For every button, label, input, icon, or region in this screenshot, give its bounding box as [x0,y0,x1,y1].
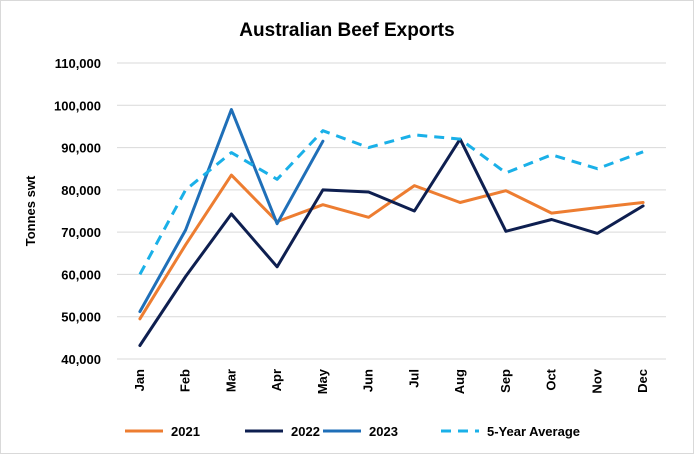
legend-label-2023: 2023 [369,424,398,439]
y-tick-labels: 40,000 50,000 60,000 70,000 80,000 90,000 100,… [54,56,101,367]
x-tick-label-mar: Mar [223,369,238,392]
x-tick-label-jul: Jul [406,369,421,388]
x-tick-label-jan: Jan [132,369,147,391]
chart-title: Australian Beef Exports [239,20,454,41]
x-tick-label-apr: Apr [269,369,284,391]
x-tick-label-may: May [315,368,330,394]
y-tick-label: 110,000 [55,56,101,71]
x-tick-label-sep: Sep [498,369,513,393]
y-tick-label: 90,000 [61,141,101,156]
series-line-5-year-average [138,129,644,276]
y-tick-label: 70,000 [61,225,101,240]
y-tick-label: 40,000 [61,352,101,367]
x-tick-label-jun: Jun [361,369,376,392]
y-tick-label: 60,000 [61,267,101,282]
x-tick-label-aug: Aug [452,369,467,394]
y-tick-label: 80,000 [61,183,101,198]
x-tick-label-nov: Nov [589,368,604,393]
series-line-2022 [138,137,645,347]
x-tick-label-dec: Dec [635,369,650,393]
x-tick-labels: Jan Feb Mar Apr May Jun Jul Aug Sep Oct Nov Dec [132,368,650,394]
legend-label-5-year-average: 5-Year Average [487,424,580,439]
series-lines [138,108,645,347]
series-line-2021 [138,173,645,321]
y-tick-label: 100,000 [54,98,101,113]
y-tick-label: 50,000 [61,310,101,325]
gridlines [117,62,666,360]
legend-label-2022: 2022 [291,424,320,439]
y-axis-title: Tonnes swt [23,175,38,246]
x-tick-label-oct: Oct [544,368,559,390]
x-tick-label-feb: Feb [178,369,193,392]
legend: 2021 2022 2023 5-Year Average [125,424,580,439]
legend-label-2021: 2021 [171,424,200,439]
series-line-2023 [138,108,325,314]
